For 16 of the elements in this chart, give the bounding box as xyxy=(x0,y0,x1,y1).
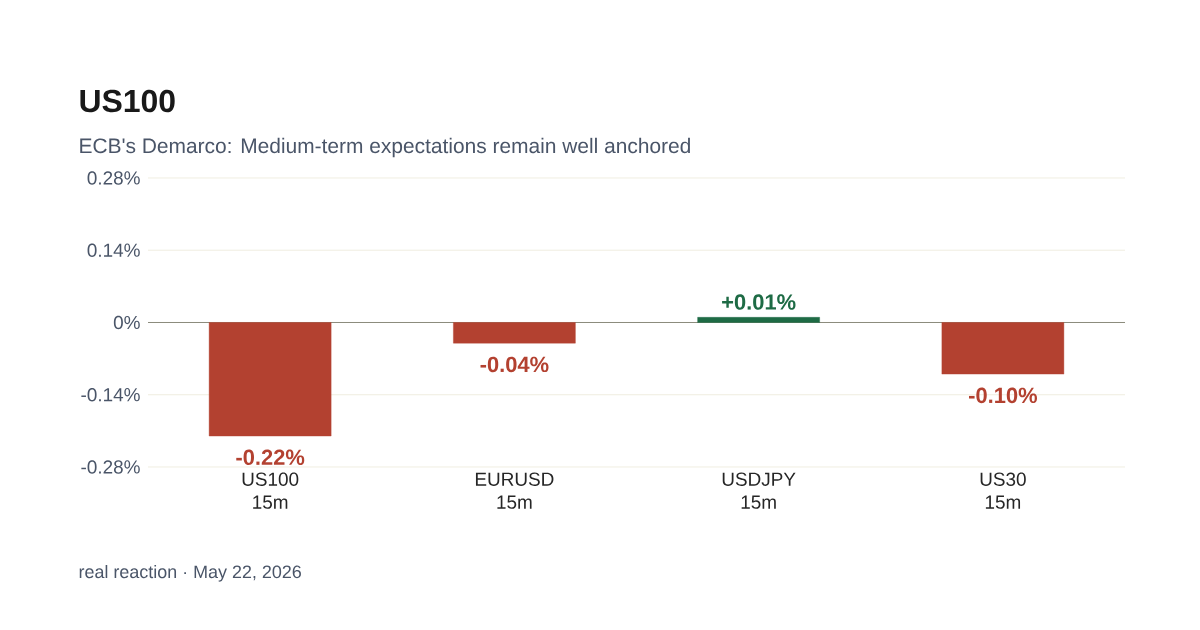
data-label: +0.01% xyxy=(722,294,796,310)
y-tick-label: 0.28% xyxy=(87,171,140,185)
x-tick-label: USDJPY 15m xyxy=(722,472,796,509)
chart-subtitle: ECB's Demarco: Medium-term expectations remain well anchored xyxy=(80,137,690,158)
data-label: -0.22% xyxy=(236,449,305,466)
text: real reaction · May 22, 2026 xyxy=(79,564,301,582)
x-tick-label: EURUSD 15m xyxy=(475,472,554,509)
chart-title: US100 xyxy=(80,89,175,113)
y-tick-label: 0.14% xyxy=(87,243,140,257)
y-tick-label: -0.14% xyxy=(81,388,140,402)
data-label: -0.04% xyxy=(480,356,549,373)
x-tick-label: US100 15m xyxy=(242,472,299,509)
x-tick-label: US30 15m xyxy=(980,472,1026,509)
y-tick-label: 0% xyxy=(113,315,140,330)
data-label: -0.10% xyxy=(969,387,1038,404)
y-tick-label: -0.28% xyxy=(81,460,140,474)
